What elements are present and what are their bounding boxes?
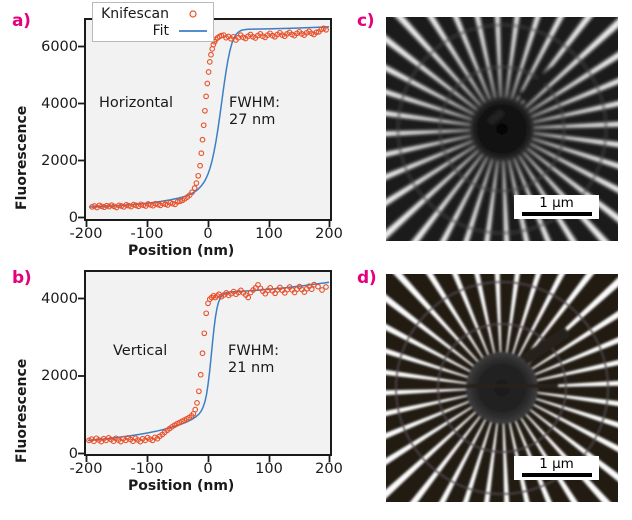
panel-c-scalebar-line — [521, 212, 592, 217]
panel-a-x-tickmarks — [85, 220, 331, 227]
panel-c-scalebar-label: 1 µm — [539, 195, 574, 211]
panel-c-center-disc — [470, 97, 534, 161]
panel-b-ytick-0: 0 — [68, 446, 78, 462]
panel-b-xtick-0: 0 — [203, 461, 213, 477]
panel-a-annotation-fwhm: FWHM: 27 nm — [229, 95, 280, 129]
panel-b-xtick-200: 200 — [315, 461, 343, 477]
panel-c-outer-ring — [397, 24, 607, 234]
panel-b-plot-area — [84, 270, 332, 456]
panel-a-ytick-0: 0 — [68, 210, 78, 226]
panel-b-xtick-neg100: -100 — [130, 461, 164, 477]
panel-a-xtick-100: 100 — [255, 226, 283, 242]
panel-b-annotation-fwhm: FWHM: 21 nm — [228, 343, 279, 377]
panel-a-ytick-2000: 2000 — [41, 153, 78, 169]
panel-b-y-tickmarks — [78, 297, 86, 455]
panel-c-debris — [487, 66, 558, 125]
panel-b-xtick-100: 100 — [255, 461, 283, 477]
panel-a-plot-area — [84, 18, 332, 221]
panel-d-outer-ring — [395, 281, 609, 495]
legend-label-knifescan: Knifescan — [101, 5, 169, 22]
panel-b-knifescan-vertical: Fluorescence 4000 2000 0 — [0, 258, 343, 520]
panel-d-debris — [522, 327, 570, 364]
panel-a-annotation-orientation: Horizontal — [99, 95, 174, 111]
panel-a-xtick-200: 200 — [315, 226, 343, 242]
panel-b-knifescan-markers — [86, 281, 329, 445]
panel-a-knifescan-horizontal: Fluorescence 6000 4000 2000 0 — [0, 0, 343, 262]
panel-label-a: a) — [12, 11, 31, 31]
panel-b-ytick-4000: 4000 — [41, 291, 78, 307]
panel-label-b: b) — [12, 268, 32, 288]
panel-a-legend: Knifescan Fit — [92, 2, 214, 42]
panel-a-xtick-neg100: -100 — [130, 226, 164, 242]
panel-b-annotation-orientation: Vertical — [113, 343, 168, 359]
panel-a-ytick-6000: 6000 — [41, 39, 78, 55]
panel-d-scalebar-line — [521, 473, 592, 478]
panel-b-x-tickmarks — [85, 455, 331, 462]
panel-b-x-axis-label: Position (nm) — [128, 478, 235, 494]
panel-d-scalebar: 1 µm — [514, 456, 599, 481]
panel-c-scalebar: 1 µm — [514, 195, 599, 220]
panel-a-knifescan-markers — [89, 25, 329, 211]
panel-c-canvas — [386, 17, 618, 241]
panel-a-ytick-4000: 4000 — [41, 96, 78, 112]
panel-a-xtick-0: 0 — [203, 226, 213, 242]
panel-d-siemens-star-image: 1 µm — [386, 274, 618, 502]
panel-d-scalebar-label: 1 µm — [539, 456, 574, 472]
panel-a-data-canvas — [88, 25, 330, 211]
panel-d-inner-ring — [437, 323, 567, 453]
panel-b-ytick-2000: 2000 — [41, 368, 78, 384]
line-segment-icon — [178, 26, 208, 36]
legend-label-fit: Fit — [152, 22, 169, 39]
open-circle-marker-icon — [178, 9, 208, 19]
panel-d-horizontal-streak — [446, 384, 558, 388]
panel-a-xtick-neg200: -200 — [69, 226, 103, 242]
panel-a-y-tickmarks — [78, 45, 86, 219]
panel-c-inner-ring — [439, 66, 565, 192]
panel-c-siemens-star-image: 1 µm — [386, 17, 618, 241]
panel-label-d: d) — [357, 268, 377, 288]
legend-item-fit: Fit — [99, 22, 208, 39]
legend-item-knifescan: Knifescan — [99, 5, 208, 22]
panel-b-data-canvas — [86, 281, 330, 445]
panel-label-c: c) — [357, 11, 375, 31]
panel-a-x-axis-label: Position (nm) — [128, 243, 235, 259]
panel-b-xtick-neg200: -200 — [69, 461, 103, 477]
